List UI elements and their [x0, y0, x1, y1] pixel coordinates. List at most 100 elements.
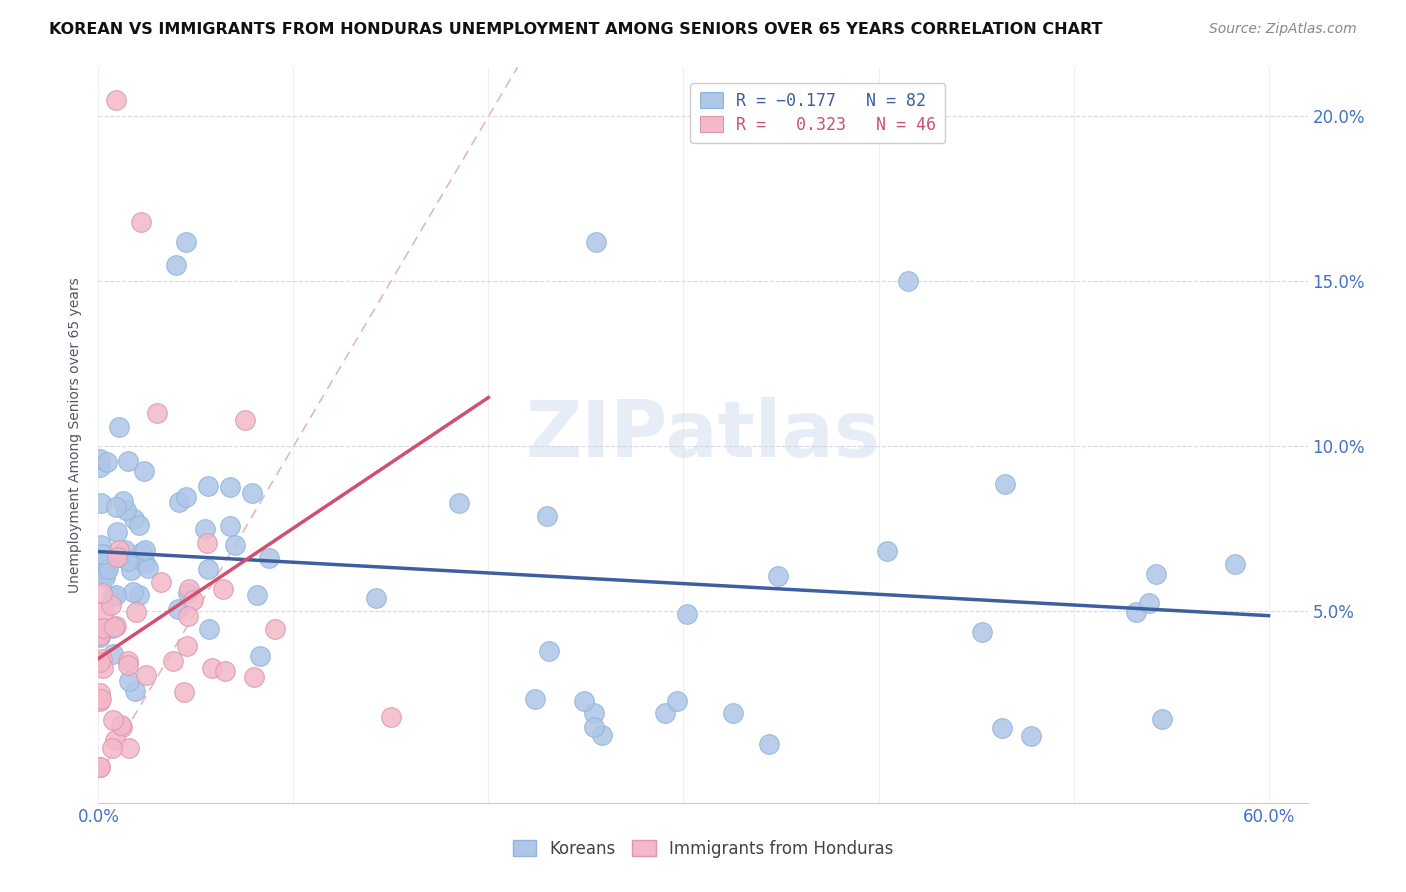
Point	[174, 235, 197, 249]
Point	[194, 522, 217, 536]
Point	[110, 549, 132, 564]
Point	[96, 455, 118, 469]
Point	[177, 609, 200, 624]
Point	[100, 598, 122, 612]
Point	[128, 517, 150, 532]
Text: Source: ZipAtlas.com: Source: ZipAtlas.com	[1209, 22, 1357, 37]
Point	[89, 694, 111, 708]
Point	[135, 667, 157, 681]
Point	[224, 538, 246, 552]
Point	[120, 563, 142, 577]
Point	[89, 561, 111, 575]
Point	[111, 720, 134, 734]
Point	[211, 582, 233, 596]
Point	[572, 694, 595, 708]
Point	[89, 630, 111, 644]
Point	[233, 413, 256, 427]
Point	[131, 215, 153, 229]
Point	[146, 406, 169, 420]
Point	[177, 582, 200, 597]
Point	[105, 619, 128, 633]
Point	[131, 545, 153, 559]
Point	[1125, 605, 1147, 619]
Point	[259, 550, 281, 565]
Point	[766, 569, 789, 583]
Point	[721, 706, 744, 720]
Point	[108, 542, 131, 557]
Point	[105, 525, 128, 540]
Point	[90, 538, 112, 552]
Point	[134, 464, 156, 478]
Point	[117, 658, 139, 673]
Point	[105, 589, 128, 603]
Point	[114, 543, 136, 558]
Point	[96, 559, 118, 574]
Point	[654, 706, 676, 720]
Point	[243, 670, 266, 684]
Point	[167, 495, 190, 509]
Point	[675, 607, 697, 622]
Point	[91, 621, 114, 635]
Point	[537, 644, 560, 658]
Point	[591, 728, 613, 742]
Point	[89, 451, 111, 466]
Point	[181, 593, 204, 607]
Point	[1152, 712, 1174, 726]
Point	[128, 588, 150, 602]
Point	[970, 625, 993, 640]
Point	[125, 605, 148, 619]
Point	[666, 694, 689, 708]
Point	[118, 740, 141, 755]
Legend: Koreans, Immigrants from Honduras: Koreans, Immigrants from Honduras	[506, 833, 900, 864]
Point	[104, 500, 127, 515]
Point	[89, 759, 111, 773]
Point	[107, 419, 129, 434]
Point	[103, 713, 125, 727]
Point	[101, 648, 124, 662]
Point	[167, 602, 190, 616]
Point	[176, 639, 198, 653]
Point	[219, 480, 242, 494]
Point	[173, 684, 195, 698]
Point	[96, 555, 118, 569]
Point	[1223, 558, 1246, 572]
Text: KOREAN VS IMMIGRANTS FROM HONDURAS UNEMPLOYMENT AMONG SENIORS OVER 65 YEARS CORR: KOREAN VS IMMIGRANTS FROM HONDURAS UNEMP…	[49, 22, 1102, 37]
Point	[117, 554, 139, 568]
Point	[89, 624, 111, 639]
Point	[582, 720, 605, 734]
Point	[1019, 729, 1042, 743]
Point	[897, 274, 920, 288]
Point	[758, 737, 780, 751]
Point	[174, 490, 197, 504]
Point	[89, 759, 111, 773]
Point	[122, 584, 145, 599]
Point	[200, 660, 222, 674]
Point	[994, 477, 1017, 491]
Point	[100, 741, 122, 756]
Point	[101, 621, 124, 635]
Point	[585, 235, 607, 249]
Point	[89, 628, 111, 642]
Point	[93, 604, 115, 618]
Point	[197, 479, 219, 493]
Point	[117, 654, 139, 668]
Point	[197, 562, 219, 576]
Text: ZIPatlas: ZIPatlas	[526, 397, 880, 473]
Point	[122, 512, 145, 526]
Point	[240, 486, 263, 500]
Point	[447, 496, 470, 510]
Point	[90, 691, 112, 706]
Point	[104, 733, 127, 747]
Point	[115, 503, 138, 517]
Point	[1139, 596, 1161, 610]
Point	[91, 661, 114, 675]
Point	[91, 652, 114, 666]
Point	[118, 674, 141, 689]
Point	[134, 542, 156, 557]
Point	[89, 459, 111, 474]
Point	[136, 560, 159, 574]
Point	[162, 654, 184, 668]
Point	[124, 684, 146, 698]
Point	[876, 544, 898, 558]
Point	[264, 622, 287, 636]
